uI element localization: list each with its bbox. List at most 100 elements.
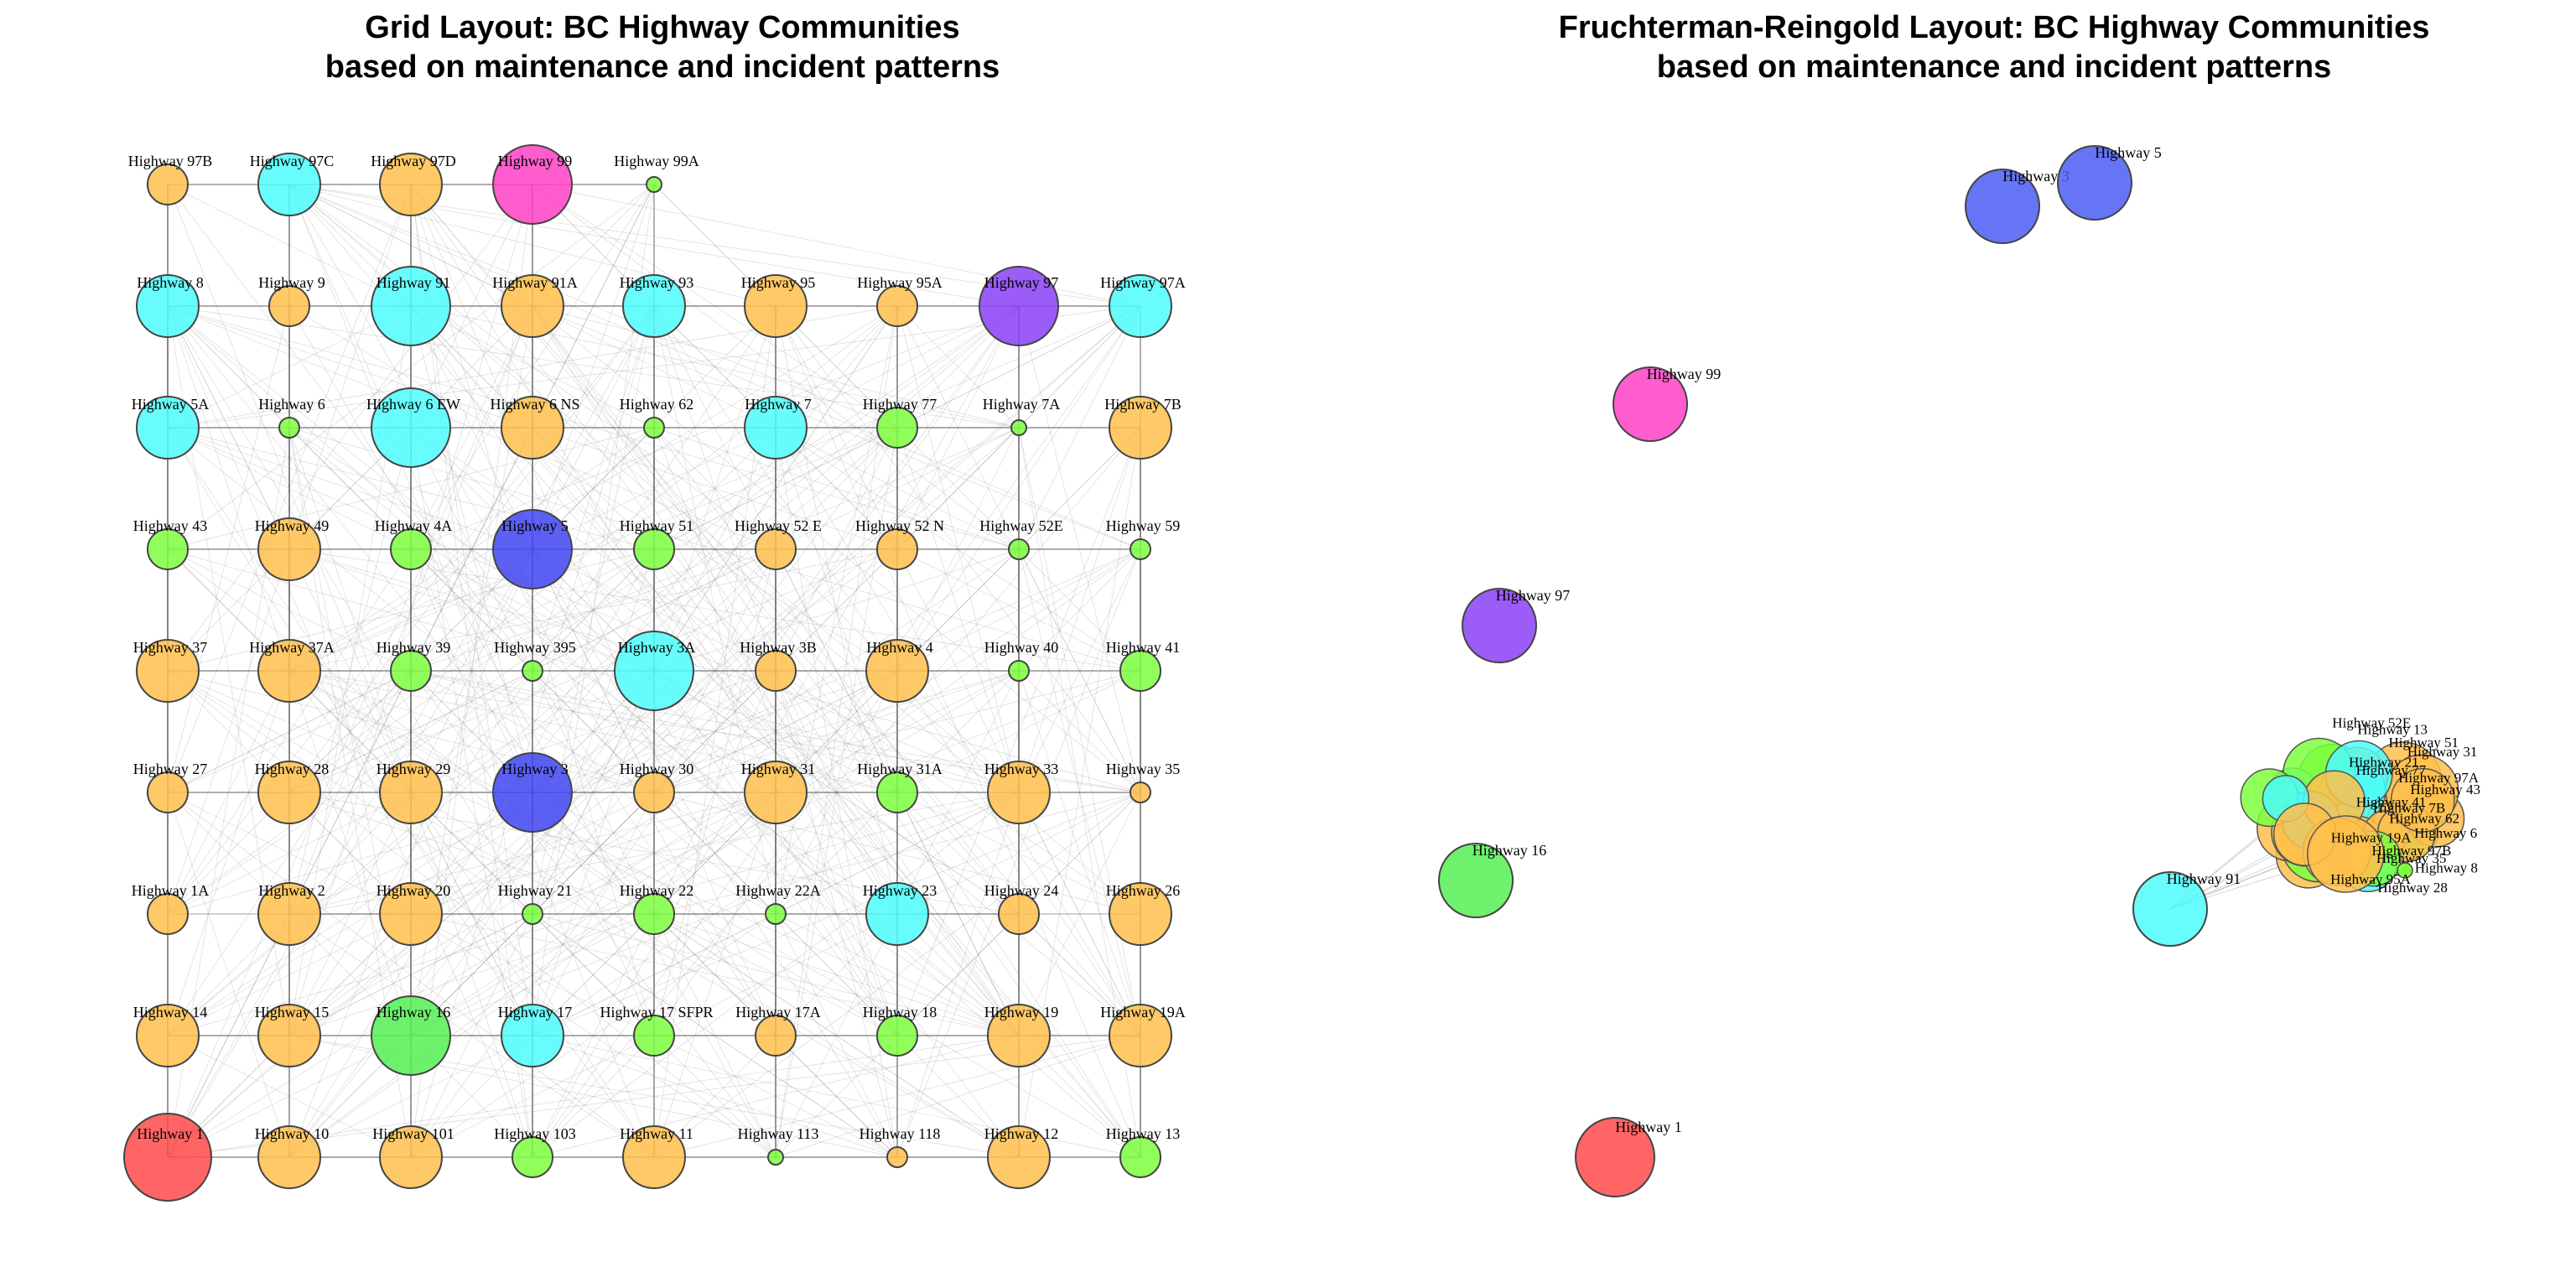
- node-circle[interactable]: [390, 528, 432, 570]
- node-circle[interactable]: [1965, 169, 2040, 244]
- node-highway-33[interactable]: Highway 33: [984, 761, 1059, 824]
- node-circle[interactable]: [755, 650, 797, 692]
- node-highway-5[interactable]: Highway 5: [2057, 144, 2162, 221]
- node-highway-52e[interactable]: Highway 52E: [979, 517, 1063, 560]
- node-highway-113[interactable]: Highway 113: [738, 1125, 819, 1166]
- node-circle[interactable]: [268, 285, 310, 327]
- node-circle[interactable]: [136, 1004, 200, 1067]
- node-circle[interactable]: [1010, 419, 1027, 436]
- node-circle[interactable]: [379, 761, 443, 824]
- node-circle[interactable]: [979, 266, 1059, 346]
- node-circle[interactable]: [886, 1146, 908, 1168]
- node-highway-17-sfpr[interactable]: Highway 17 SFPR: [600, 1004, 714, 1057]
- node-circle[interactable]: [371, 387, 451, 468]
- node-circle[interactable]: [257, 882, 321, 946]
- node-circle[interactable]: [987, 761, 1051, 824]
- node-circle[interactable]: [633, 771, 675, 813]
- node-circle[interactable]: [765, 903, 787, 925]
- node-highway-5a[interactable]: Highway 5A: [132, 396, 210, 460]
- node-circle[interactable]: [278, 417, 300, 439]
- node-highway-395[interactable]: Highway 395: [494, 639, 576, 682]
- node-highway-31[interactable]: Highway 31: [741, 761, 816, 824]
- cluster-node[interactable]: [2307, 815, 2385, 893]
- node-highway-51[interactable]: Highway 51: [620, 517, 694, 570]
- node-highway-20[interactable]: Highway 20: [377, 882, 451, 946]
- node-circle[interactable]: [767, 1149, 784, 1166]
- node-circle[interactable]: [371, 995, 451, 1076]
- node-highway-99a[interactable]: Highway 99A: [614, 153, 699, 193]
- node-highway-13[interactable]: Highway 13: [1106, 1125, 1181, 1178]
- node-highway-91[interactable]: Highway 91: [2132, 870, 2241, 947]
- node-circle[interactable]: [2132, 871, 2208, 947]
- node-circle[interactable]: [1109, 1004, 1172, 1067]
- node-highway-95[interactable]: Highway 95: [741, 274, 816, 338]
- node-highway-7b[interactable]: Highway 7B: [1104, 396, 1182, 460]
- node-highway-93[interactable]: Highway 93: [620, 274, 694, 338]
- node-highway-3[interactable]: Highway 3: [492, 752, 573, 833]
- node-highway-6-ns[interactable]: Highway 6 NS: [491, 396, 580, 460]
- node-circle[interactable]: [1109, 882, 1172, 946]
- node-circle[interactable]: [987, 1125, 1051, 1189]
- node-circle[interactable]: [744, 761, 808, 824]
- node-circle[interactable]: [876, 407, 918, 449]
- node-highway-15[interactable]: Highway 15: [255, 1004, 330, 1067]
- node-highway-31a[interactable]: Highway 31A: [857, 761, 943, 813]
- node-circle[interactable]: [1109, 274, 1172, 338]
- node-highway-7a[interactable]: Highway 7A: [983, 396, 1061, 436]
- node-circle[interactable]: [876, 1015, 918, 1057]
- node-highway-27[interactable]: Highway 27: [133, 761, 208, 813]
- node-highway-7[interactable]: Highway 7: [744, 396, 812, 460]
- node-highway-77[interactable]: Highway 77: [863, 396, 937, 449]
- node-highway-40[interactable]: Highway 40: [984, 639, 1059, 682]
- node-highway-26[interactable]: Highway 26: [1106, 882, 1181, 946]
- node-circle[interactable]: [1119, 650, 1161, 692]
- node-highway-30[interactable]: Highway 30: [620, 761, 694, 813]
- node-circle[interactable]: [744, 274, 808, 338]
- node-circle[interactable]: [147, 528, 189, 570]
- node-highway-37a[interactable]: Highway 37A: [249, 639, 335, 703]
- node-circle[interactable]: [136, 274, 200, 338]
- node-circle[interactable]: [876, 771, 918, 813]
- node-highway-95a[interactable]: Highway 95A: [857, 274, 943, 327]
- node-highway-6[interactable]: Highway 6: [258, 396, 325, 439]
- node-highway-19[interactable]: Highway 19: [984, 1004, 1059, 1067]
- node-circle[interactable]: [522, 660, 543, 682]
- node-circle[interactable]: [123, 1113, 212, 1202]
- node-circle[interactable]: [512, 1136, 553, 1178]
- node-highway-19a[interactable]: Highway 19A: [1100, 1004, 1186, 1067]
- node-highway-97c[interactable]: Highway 97C: [250, 153, 335, 216]
- node-highway-12[interactable]: Highway 12: [984, 1125, 1059, 1189]
- node-circle[interactable]: [257, 761, 321, 824]
- node-highway-14[interactable]: Highway 14: [133, 1004, 208, 1067]
- node-circle[interactable]: [136, 639, 200, 703]
- node-highway-23[interactable]: Highway 23: [863, 882, 937, 946]
- node-highway-3[interactable]: Highway 3: [1965, 168, 2070, 244]
- node-circle[interactable]: [492, 509, 573, 589]
- node-highway-59[interactable]: Highway 59: [1106, 517, 1181, 560]
- node-circle[interactable]: [257, 1004, 321, 1067]
- node-circle[interactable]: [379, 153, 443, 216]
- node-circle[interactable]: [2057, 145, 2132, 221]
- node-circle[interactable]: [1438, 843, 1514, 918]
- node-highway-1a[interactable]: Highway 1A: [132, 882, 210, 935]
- node-highway-3a[interactable]: Highway 3A: [614, 631, 695, 711]
- node-highway-2[interactable]: Highway 2: [257, 882, 325, 946]
- node-highway-99[interactable]: Highway 99: [492, 144, 573, 225]
- node-circle[interactable]: [492, 752, 573, 833]
- node-highway-37[interactable]: Highway 37: [133, 639, 208, 703]
- node-circle[interactable]: [147, 893, 189, 935]
- node-highway-22a[interactable]: Highway 22A: [735, 882, 821, 925]
- node-circle[interactable]: [371, 266, 451, 346]
- node-highway-35[interactable]: Highway 35: [1106, 761, 1181, 803]
- node-highway-6-ew[interactable]: Highway 6 EW: [366, 387, 460, 468]
- node-highway-43[interactable]: Highway 43: [133, 517, 208, 570]
- node-circle[interactable]: [1130, 538, 1151, 560]
- node-highway-1[interactable]: Highway 1: [123, 1113, 212, 1202]
- node-highway-97b[interactable]: Highway 97B: [128, 153, 213, 205]
- node-highway-97d[interactable]: Highway 97D: [371, 153, 456, 216]
- node-circle[interactable]: [1119, 1136, 1161, 1178]
- node-highway-62[interactable]: Highway 62: [620, 396, 694, 439]
- node-highway-16[interactable]: Highway 16: [371, 995, 451, 1076]
- node-highway-4[interactable]: Highway 4: [865, 639, 933, 703]
- node-circle[interactable]: [643, 417, 665, 439]
